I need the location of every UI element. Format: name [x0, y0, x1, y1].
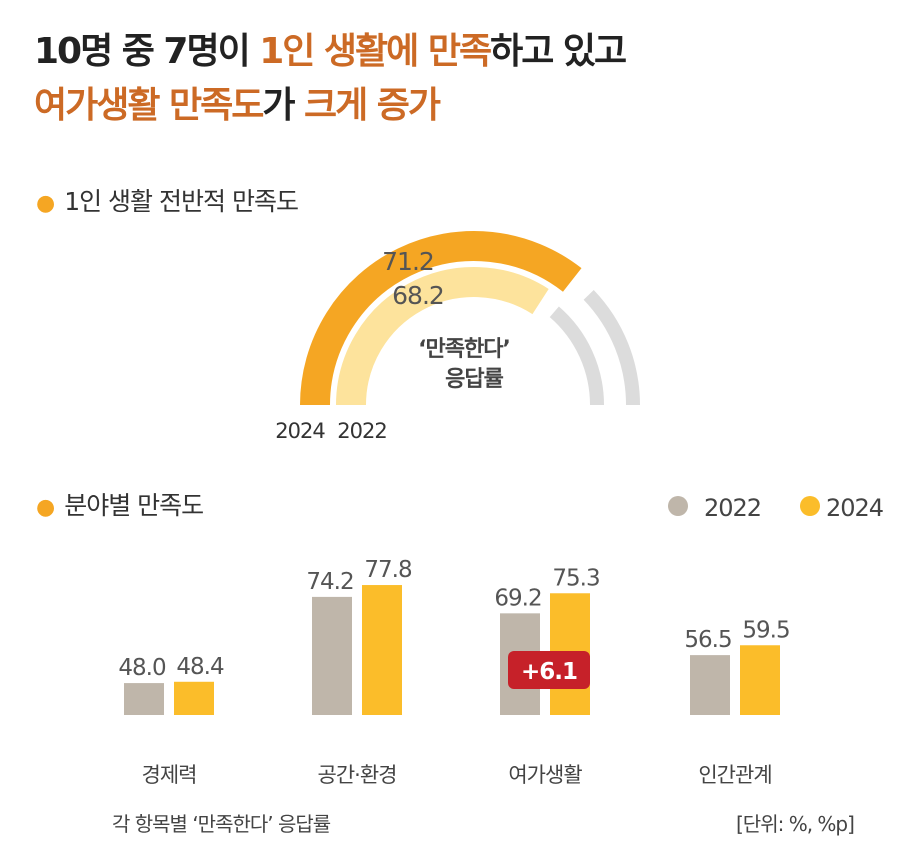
bar-title: 분야별 만족도 [64, 491, 204, 520]
gauge-arc-2024 [300, 231, 582, 406]
unit-label: [단위: %, %p] [736, 812, 855, 836]
legend-label-2022: 2022 [704, 494, 761, 522]
category-label: 경제력 [142, 763, 197, 787]
bar-2022 [312, 596, 352, 715]
change-badge [508, 651, 590, 689]
gauge-center-label: 응답률 [445, 367, 503, 392]
gauge-label-2024: 2024 [275, 419, 325, 443]
bar-value-label: 56.5 [684, 627, 731, 653]
legend-swatch-2024 [800, 496, 820, 516]
bullet-icon: ● [36, 495, 55, 520]
bar-value-label: 77.8 [364, 557, 412, 583]
gauge-value-2022: 68.2 [392, 281, 444, 310]
bar-value-label: 48.4 [176, 654, 224, 680]
bar-2024 [174, 681, 214, 715]
category-label: 인간관계 [698, 763, 771, 787]
headline-text: 하고 있고 [490, 31, 627, 72]
headline-highlight: 1인 생활에 만족 [259, 31, 492, 72]
gauge-label-2022: 2022 [337, 419, 386, 443]
gauge-rest-2022 [549, 306, 604, 406]
category-label: 공간·환경 [318, 763, 397, 787]
bar-value-label: 48.0 [118, 655, 166, 681]
legend-swatch-2022 [668, 496, 688, 516]
bar-value-label: 59.5 [742, 617, 789, 643]
bar-2022 [124, 683, 164, 715]
bar-value-label: 69.2 [494, 585, 541, 611]
headline-text: 10명 중 7명이 [34, 31, 260, 72]
gauge-center-label: ‘만족한다’ [418, 337, 510, 362]
gauge-arc-2022 [336, 267, 549, 406]
headline-line-2: 여가생활 만족도가 크게 증가 [34, 76, 441, 128]
gauge-value-2024: 71.2 [382, 247, 434, 276]
bar-2024 [740, 645, 780, 715]
headline-text: 가 [262, 85, 305, 126]
bar-section-title: ● 분야별 만족도 [36, 486, 204, 522]
category-label: 여가생활 [508, 763, 582, 787]
headline-highlight: 여가생활 만족도 [34, 85, 264, 126]
bar-value-label: 75.3 [552, 565, 599, 591]
headline-highlight: 크게 증가 [304, 85, 441, 126]
bar-2022 [690, 655, 730, 715]
footnote: 각 항목별 ‘만족한다’ 응답률 [112, 812, 331, 836]
bar-value-label: 74.2 [306, 569, 353, 595]
gauge-rest-2024 [583, 290, 640, 406]
bar-2024 [362, 585, 402, 715]
change-badge-text: +6.1 [521, 659, 577, 685]
gauge-section-title: ● 1인 생활 전반적 만족도 [36, 182, 299, 218]
gauge-title: 1인 생활 전반적 만족도 [64, 187, 299, 216]
bullet-icon: ● [36, 191, 55, 216]
headline-line-1: 10명 중 7명이 1인 생활에 만족하고 있고 [34, 22, 627, 74]
legend-label-2024: 2024 [826, 494, 883, 522]
